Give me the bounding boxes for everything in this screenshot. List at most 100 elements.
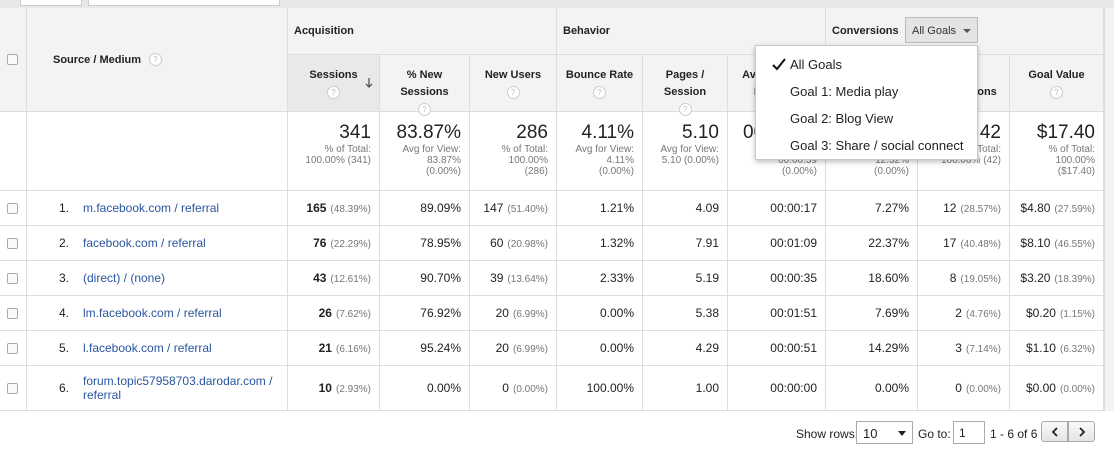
- rows-select[interactable]: 10: [856, 421, 913, 444]
- column-header[interactable]: Pages / Session?: [643, 55, 728, 116]
- row-cell: 7.69%: [826, 296, 918, 331]
- totals-cell: 286% of Total: 100.00% (286): [470, 112, 557, 191]
- row-cell: 00:00:35: [728, 261, 826, 296]
- menu-item-label: Goal 3: Share / social connect: [790, 138, 964, 153]
- checkbox[interactable]: [7, 382, 18, 394]
- cell-percent: (18.39%): [1054, 274, 1095, 285]
- checkbox[interactable]: [7, 54, 18, 65]
- caret: [898, 431, 906, 436]
- totals-cell: 341% of Total: 100.00% (341): [288, 112, 380, 191]
- row-cell: 4.29: [643, 331, 728, 366]
- cell-value: 100.00%: [586, 381, 634, 395]
- source-link[interactable]: lm.facebook.com / referral: [83, 306, 222, 320]
- cell-percent: (19.05%): [960, 274, 1001, 285]
- footer-label: Show rows:: [796, 427, 859, 441]
- total-sub: 100.00%: [508, 155, 548, 166]
- cell-value: $3.20: [1020, 271, 1051, 285]
- cell-percent: (4.76%): [965, 309, 1001, 320]
- cell-value: 00:00:00: [770, 381, 817, 395]
- column-header[interactable]: New Users?: [470, 55, 557, 112]
- cell-percent: (7.62%): [335, 309, 371, 320]
- cell-value: 39: [490, 271, 504, 285]
- column-header[interactable]: Sessions?: [288, 55, 380, 112]
- chevron: [1051, 427, 1058, 437]
- page-button[interactable]: [1041, 421, 1068, 442]
- total-sub: 00:00:39: [778, 155, 817, 166]
- row-cell: 0 (0.00%): [470, 366, 557, 411]
- row-cell: 20 (6.99%): [470, 331, 557, 366]
- cell-value: 4.09: [695, 201, 719, 215]
- header-label: Sessions: [309, 69, 358, 81]
- total-sub: Avg for View:: [660, 144, 719, 155]
- row-cell: 0.00%: [826, 366, 918, 411]
- row-cell: 17 (40.48%): [918, 226, 1010, 261]
- total-sub: 100.00%: [1055, 155, 1095, 166]
- rows-select-value: 10: [863, 426, 878, 441]
- cell-percent: (13.64%): [507, 274, 548, 285]
- cell-value: 1.32%: [599, 236, 634, 250]
- cell-percent: (48.39%): [330, 204, 371, 215]
- total-sub: % of Total:: [501, 144, 548, 155]
- row-index: 2.: [58, 236, 69, 250]
- cell-value: 7.91: [695, 236, 719, 250]
- row-cell: 2. facebook.com / referral: [27, 226, 288, 261]
- page-button[interactable]: [1068, 421, 1095, 442]
- row-cell: 1. m.facebook.com / referral: [27, 191, 288, 226]
- row-cell: 147 (51.40%): [470, 191, 557, 226]
- cell-percent: (6.99%): [512, 309, 548, 320]
- cell-percent: (1.15%): [1059, 309, 1095, 320]
- row-cell: 00:01:09: [728, 226, 826, 261]
- column-header[interactable]: Bounce Rate?: [557, 55, 643, 112]
- total-value: 286: [516, 122, 548, 143]
- help-icon: ?: [506, 86, 520, 99]
- row-cell: $3.20 (18.39%): [1010, 261, 1104, 296]
- total-value: 5.10: [682, 122, 719, 143]
- totals-cell: [0, 112, 27, 191]
- cell-value: 4.29: [695, 341, 719, 355]
- header-label: Goal Value: [1028, 69, 1085, 81]
- cell-percent: (27.59%): [1054, 204, 1095, 215]
- menu-item[interactable]: All Goals: [756, 56, 977, 76]
- help-icon: ?: [1050, 86, 1063, 99]
- cell-percent: (0.00%): [512, 384, 548, 395]
- cell-value: 89.09%: [420, 201, 461, 215]
- source-link[interactable]: m.facebook.com / referral: [83, 201, 220, 215]
- cell-percent: (40.48%): [960, 239, 1001, 250]
- source-link[interactable]: l.facebook.com / referral: [83, 341, 212, 355]
- toolbar-button[interactable]: [88, 0, 280, 6]
- goto-input[interactable]: 1: [953, 421, 985, 444]
- row-cell: $4.80 (27.59%): [1010, 191, 1104, 226]
- checkbox[interactable]: [7, 237, 18, 249]
- cell-value: 76: [313, 236, 327, 250]
- menu-item[interactable]: Goal 3: Share / social connect: [756, 137, 977, 157]
- group-header: Acquisition: [288, 8, 557, 55]
- total-sub: % of Total:: [324, 144, 371, 155]
- cell-value: 76.92%: [420, 306, 461, 320]
- row-index: 4.: [58, 306, 69, 320]
- row-index: 6.: [58, 381, 69, 395]
- row-cell: 5.38: [643, 296, 728, 331]
- cell-value: 18.60%: [868, 271, 909, 285]
- total-sub: 5.10 (0.00%): [661, 155, 719, 166]
- column-header: Source / Medium?: [27, 8, 288, 112]
- toolbar-button[interactable]: [20, 0, 82, 6]
- row-cell: 0 (0.00%): [918, 366, 1010, 411]
- cell-value: 8: [949, 271, 957, 285]
- goal-select[interactable]: All Goals: [905, 17, 978, 43]
- checkbox[interactable]: [7, 272, 18, 284]
- checkbox[interactable]: [7, 307, 18, 319]
- source-link[interactable]: facebook.com / referral: [83, 236, 206, 250]
- column-header[interactable]: % New Sessions?: [380, 55, 470, 116]
- menu-item[interactable]: Goal 2: Blog View: [756, 110, 977, 130]
- source-link[interactable]: forum.topic57958703.darodar.com / referr…: [83, 374, 273, 402]
- cell-value: 60: [490, 236, 504, 250]
- cell-value: 0: [502, 381, 509, 395]
- checkbox[interactable]: [7, 342, 18, 354]
- menu-item[interactable]: Goal 1: Media play: [756, 83, 977, 103]
- checkbox[interactable]: [7, 202, 18, 214]
- total-sub: 12.32%: [875, 155, 909, 166]
- column-header[interactable]: Goal Value?: [1010, 55, 1104, 112]
- header-label: Source / Medium: [53, 53, 142, 66]
- total-sub: ($17.40): [1057, 166, 1095, 177]
- source-link[interactable]: (direct) / (none): [83, 271, 166, 285]
